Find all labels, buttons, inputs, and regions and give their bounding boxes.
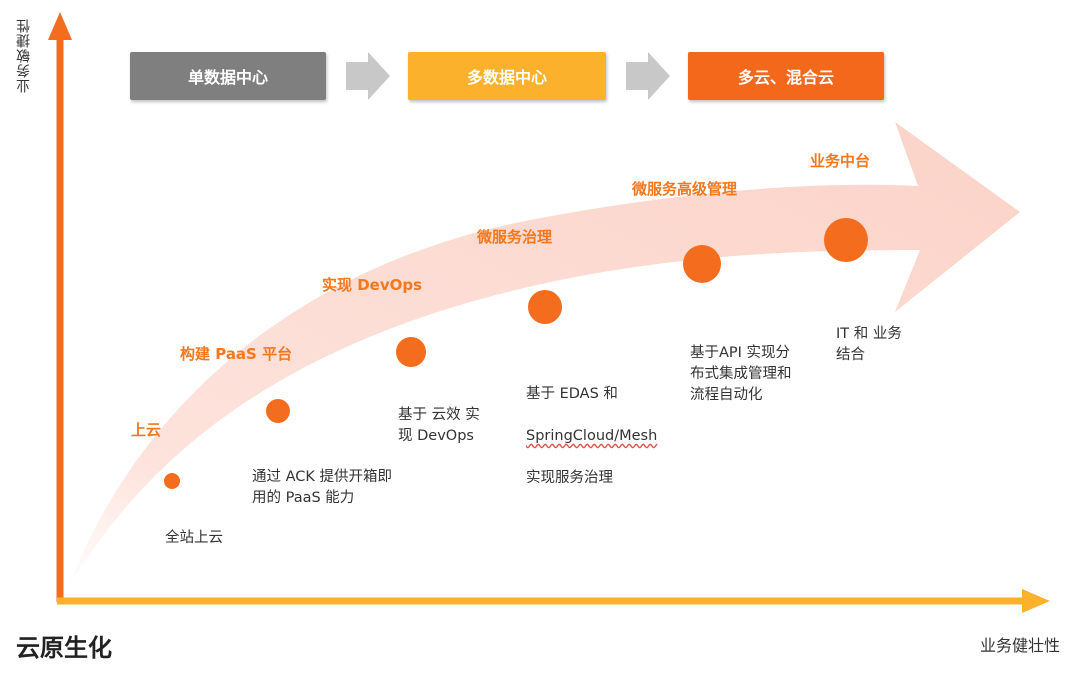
stage-multi-datacenter: 多数据中心 xyxy=(408,52,606,100)
x-axis-label: 业务健壮性 xyxy=(979,636,1060,655)
stage-single-datacenter: 单数据中心 xyxy=(130,52,326,100)
milestone-desc-paas: 通过 ACK 提供开箱即 用的 PaaS 能力 xyxy=(252,469,393,506)
y-axis-arrowhead xyxy=(48,12,72,40)
chevron-arrow-icon xyxy=(346,52,390,100)
stage-label: 多云、混合云 xyxy=(737,68,834,87)
y-axis-label: 业务敏捷性 xyxy=(16,18,32,93)
stage-label: 多数据中心 xyxy=(466,68,547,87)
stage-multi-hybrid-cloud: 多云、混合云 xyxy=(688,52,884,100)
milestone-dot xyxy=(164,473,180,489)
desc-line: 基于 EDAS 和 xyxy=(526,386,618,402)
diagram-title: 云原生化 xyxy=(16,634,112,662)
milestone-title-business-platform: 业务中台 xyxy=(810,152,871,170)
growth-arrow-band xyxy=(66,122,1020,592)
milestone-title-microservice-advanced: 微服务高级管理 xyxy=(632,180,738,198)
milestone-desc-microservice-governance: 基于 EDAS 和 SpringCloud/Mesh 实现服务治理 xyxy=(526,363,657,510)
milestone-title-paas: 构建 PaaS 平台 xyxy=(180,345,293,363)
milestone-desc-cloud: 全站上云 xyxy=(165,530,223,546)
chevron-arrow-icon xyxy=(626,52,670,100)
x-axis-arrowhead xyxy=(1022,589,1050,613)
milestone-title-devops: 实现 DevOps xyxy=(322,276,423,294)
milestone-desc-microservice-advanced: 基于API 实现分 布式集成管理和 流程自动化 xyxy=(690,345,792,403)
milestone-desc-business-platform: IT 和 业务 结合 xyxy=(836,326,902,363)
milestone-dot xyxy=(824,218,868,262)
milestone-dot xyxy=(266,399,290,423)
milestone-dot xyxy=(528,290,562,324)
milestone-dot xyxy=(683,245,721,283)
milestone-title-cloud: 上云 xyxy=(131,421,162,439)
milestone-desc-devops: 基于 云效 实 现 DevOps xyxy=(398,407,480,444)
desc-line: 实现服务治理 xyxy=(526,470,613,486)
milestone-title-microservice-governance: 微服务治理 xyxy=(477,228,553,246)
milestone-dot xyxy=(396,337,426,367)
stage-label: 单数据中心 xyxy=(187,68,268,87)
desc-line: SpringCloud/Mesh xyxy=(526,428,658,444)
